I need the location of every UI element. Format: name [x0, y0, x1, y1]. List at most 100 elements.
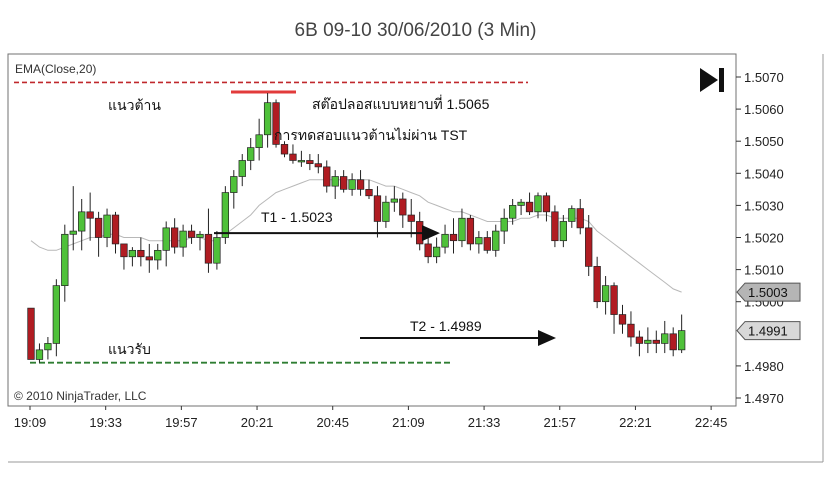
candle [196, 231, 204, 251]
candle-body [390, 198, 398, 203]
price-markers: 1.5003 1.4991 [736, 282, 801, 341]
candle [525, 192, 534, 216]
candle [618, 304, 627, 334]
candle [652, 330, 660, 354]
candle-body [610, 285, 618, 315]
candle [509, 198, 517, 225]
candle [314, 154, 322, 174]
arrow-head [422, 225, 440, 242]
y-tick-label: 1.5070 [744, 70, 784, 85]
candle [255, 118, 263, 161]
candle [272, 99, 280, 148]
copyright-label: © 2010 NinjaTrader, LLC [14, 389, 147, 403]
resistance-test-label: การทดสอบแนวต้านไม่ผ่าน TST [274, 127, 468, 143]
level-lines [14, 81, 528, 364]
chart-title: 6B 09-10 30/06/2010 (3 Min) [294, 20, 537, 41]
candle [61, 224, 69, 302]
candle [559, 215, 567, 248]
candle [78, 198, 86, 251]
candle [585, 215, 593, 277]
price-marker-box [736, 282, 801, 302]
candle [534, 192, 542, 219]
candle [661, 320, 669, 354]
x-tick-label: 21:09 [392, 415, 425, 430]
candle [35, 343, 44, 363]
candle [297, 150, 306, 167]
skip-to-end-icon[interactable] [700, 68, 724, 92]
candle-body [44, 343, 52, 351]
candle [610, 282, 618, 334]
candle-body [525, 201, 534, 213]
candle [120, 243, 128, 270]
y-tick-label: 1.5040 [744, 166, 784, 181]
candle-body [669, 333, 677, 351]
candle-body [263, 102, 272, 136]
candle-body [120, 243, 128, 258]
candle-body [348, 179, 356, 190]
candle [601, 276, 610, 315]
candle [221, 186, 230, 244]
candle [263, 93, 272, 148]
candle-body [94, 217, 103, 238]
candle-body [517, 201, 525, 206]
candle [677, 314, 686, 354]
x-tick-label: 20:21 [241, 415, 274, 430]
x-tick-label: 19:57 [165, 415, 198, 430]
candle-body [331, 176, 339, 187]
target-arrows [214, 225, 556, 347]
candle-body [365, 189, 373, 197]
candle [27, 307, 35, 360]
candle-body [187, 230, 196, 238]
y-tick-label: 1.5060 [744, 102, 784, 117]
x-axis: 19:09 19:33 19:57 20:21 20:45 21:09 21:33 21:57… [14, 406, 727, 430]
candle-body [297, 160, 306, 163]
candle-body [382, 201, 390, 222]
candle-body [323, 166, 331, 187]
price-marker: 1.4991 [736, 321, 801, 341]
candle [542, 192, 551, 222]
candle [551, 205, 559, 248]
candle-body [585, 227, 593, 267]
x-tick-label: 19:33 [89, 415, 122, 430]
candle [365, 179, 373, 199]
candle [187, 224, 196, 244]
x-tick-label: 22:21 [619, 415, 652, 430]
candle-body [466, 217, 475, 245]
candle [111, 211, 120, 254]
candle-body [551, 211, 559, 242]
candle [458, 208, 466, 248]
candle-body [272, 102, 280, 145]
candle [306, 154, 314, 171]
y-tick-label: 1.5050 [744, 134, 784, 149]
candle-body [568, 208, 576, 222]
candle-body [179, 230, 187, 248]
candle-body [61, 233, 69, 286]
candle-body [255, 134, 263, 148]
candle-body [340, 176, 348, 190]
candle-body [458, 217, 466, 242]
candle-body [492, 230, 500, 251]
candle [475, 231, 483, 254]
candle [52, 279, 60, 357]
candle [356, 170, 365, 196]
y-tick-label: 1.4980 [744, 359, 784, 374]
candle-body [441, 233, 449, 248]
x-tick-label: 21:57 [543, 415, 576, 430]
candle-body [306, 160, 314, 165]
candle [466, 215, 475, 251]
candle [644, 327, 652, 354]
candle [517, 198, 525, 216]
candle [289, 144, 297, 164]
candle-body [314, 163, 322, 168]
support-label: แนวรับ [108, 341, 151, 357]
candle-body [500, 217, 508, 232]
candle-body [593, 266, 601, 303]
candle [179, 224, 187, 257]
t1-label: T1 - 1.5023 [261, 209, 333, 225]
candle-body [103, 214, 111, 238]
arrow-head [538, 330, 556, 347]
candle [86, 192, 94, 241]
candle [238, 154, 246, 187]
candle [128, 247, 137, 267]
candle-body [230, 176, 238, 193]
